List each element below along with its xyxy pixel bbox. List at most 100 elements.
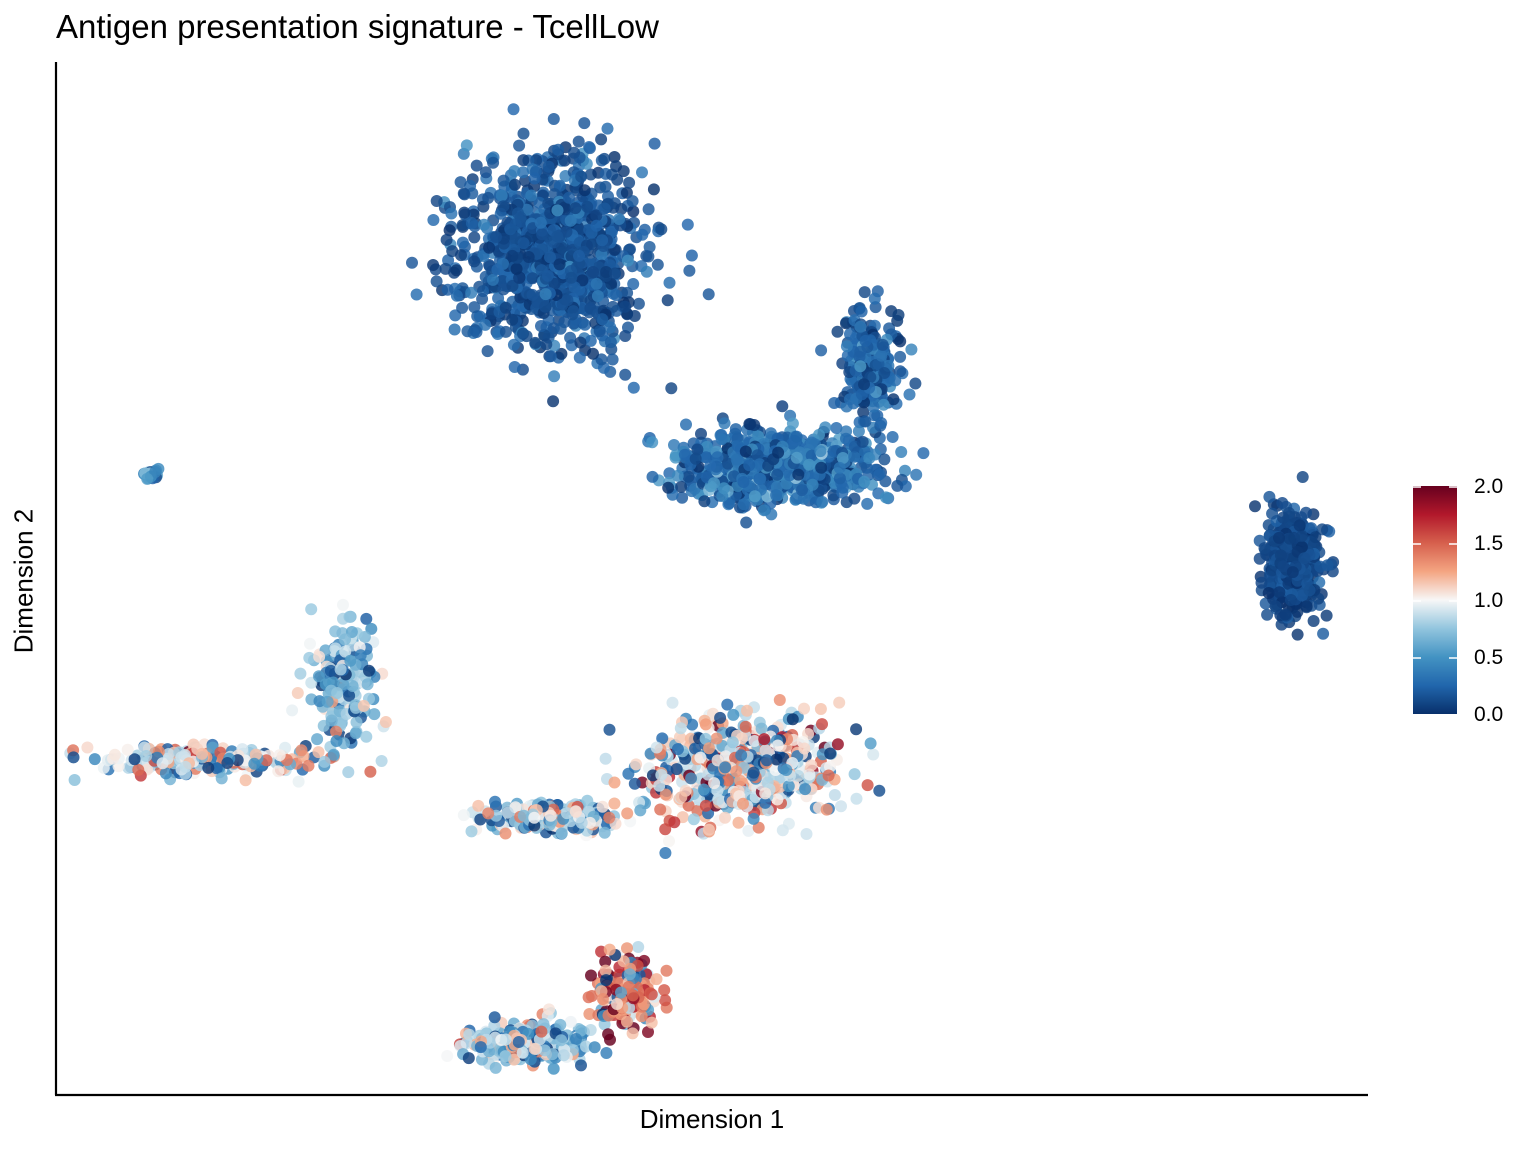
data-point bbox=[554, 322, 567, 335]
data-point bbox=[286, 704, 299, 717]
data-point bbox=[627, 278, 640, 290]
x-axis-label: Dimension 1 bbox=[639, 1104, 785, 1134]
data-point bbox=[747, 812, 760, 825]
data-point bbox=[360, 730, 373, 743]
data-point bbox=[824, 747, 837, 760]
data-point bbox=[547, 1062, 560, 1075]
data-point bbox=[617, 165, 630, 178]
data-point bbox=[476, 292, 489, 305]
data-point bbox=[816, 718, 828, 731]
data-point bbox=[708, 777, 721, 790]
data-point bbox=[712, 793, 725, 806]
data-point bbox=[540, 338, 553, 351]
data-point bbox=[1274, 549, 1287, 562]
data-point bbox=[1296, 471, 1309, 483]
data-point bbox=[815, 344, 828, 357]
data-point bbox=[294, 667, 307, 680]
data-point bbox=[303, 651, 316, 664]
data-point bbox=[239, 774, 252, 787]
data-point bbox=[737, 797, 749, 810]
data-point bbox=[643, 241, 656, 253]
data-point bbox=[628, 777, 641, 790]
data-point bbox=[739, 720, 752, 733]
data-point bbox=[528, 811, 541, 824]
data-point bbox=[462, 1052, 475, 1065]
data-point bbox=[887, 393, 900, 406]
data-point bbox=[831, 325, 844, 338]
data-point bbox=[565, 271, 578, 284]
data-point bbox=[368, 708, 381, 721]
data-point bbox=[619, 300, 632, 313]
data-point bbox=[608, 797, 621, 810]
data-point bbox=[711, 754, 724, 767]
data-point bbox=[676, 491, 689, 504]
data-point bbox=[651, 258, 664, 271]
data-point bbox=[683, 264, 696, 277]
data-point bbox=[1321, 559, 1334, 572]
data-point bbox=[517, 166, 530, 179]
data-point bbox=[507, 338, 520, 351]
data-point bbox=[584, 816, 596, 829]
data-point bbox=[593, 325, 606, 338]
data-point bbox=[365, 622, 378, 635]
data-point bbox=[895, 446, 908, 458]
data-point bbox=[599, 752, 612, 765]
data-point bbox=[861, 497, 874, 510]
data-point bbox=[659, 847, 672, 859]
data-point bbox=[555, 241, 568, 254]
data-point bbox=[665, 382, 678, 395]
data-point bbox=[313, 650, 326, 663]
data-point bbox=[630, 758, 643, 771]
data-point bbox=[878, 453, 891, 466]
data-point bbox=[379, 716, 392, 728]
data-point bbox=[590, 209, 603, 222]
data-point bbox=[798, 702, 810, 715]
data-point bbox=[507, 103, 520, 116]
data-point bbox=[771, 739, 784, 752]
data-point bbox=[202, 761, 215, 774]
data-point bbox=[623, 176, 636, 189]
data-point bbox=[663, 276, 676, 289]
data-point bbox=[635, 1010, 648, 1023]
data-point bbox=[330, 735, 343, 747]
data-point bbox=[479, 166, 492, 179]
data-point bbox=[479, 318, 492, 331]
data-point bbox=[325, 714, 338, 727]
data-point bbox=[628, 310, 641, 322]
data-point bbox=[642, 1026, 654, 1038]
data-point bbox=[670, 763, 683, 776]
data-point bbox=[581, 794, 594, 807]
data-point bbox=[513, 139, 526, 152]
data-point bbox=[517, 327, 529, 340]
data-point bbox=[855, 305, 868, 318]
data-point bbox=[759, 796, 772, 809]
data-point bbox=[578, 117, 591, 130]
data-point bbox=[1266, 507, 1279, 520]
data-point bbox=[470, 159, 483, 172]
data-point bbox=[854, 360, 867, 373]
data-point bbox=[162, 748, 175, 760]
data-point bbox=[850, 723, 863, 736]
data-point bbox=[689, 452, 702, 465]
data-point bbox=[894, 365, 907, 378]
data-point bbox=[1305, 522, 1318, 535]
data-point bbox=[659, 788, 672, 801]
legend-tick-label: 2.0 bbox=[1474, 475, 1504, 498]
data-point bbox=[499, 325, 512, 338]
data-point bbox=[482, 191, 495, 204]
data-point bbox=[719, 761, 732, 774]
data-point bbox=[803, 458, 816, 471]
data-point bbox=[685, 249, 698, 262]
data-point bbox=[604, 336, 617, 349]
data-point bbox=[619, 368, 632, 381]
data-point bbox=[140, 750, 153, 762]
data-point bbox=[813, 428, 825, 441]
data-point bbox=[491, 263, 504, 276]
data-point bbox=[569, 805, 582, 818]
data-point bbox=[524, 1053, 537, 1066]
data-point bbox=[555, 827, 568, 840]
data-point bbox=[331, 687, 344, 699]
data-point bbox=[762, 459, 775, 472]
data-point bbox=[675, 791, 688, 804]
data-point bbox=[773, 694, 786, 706]
